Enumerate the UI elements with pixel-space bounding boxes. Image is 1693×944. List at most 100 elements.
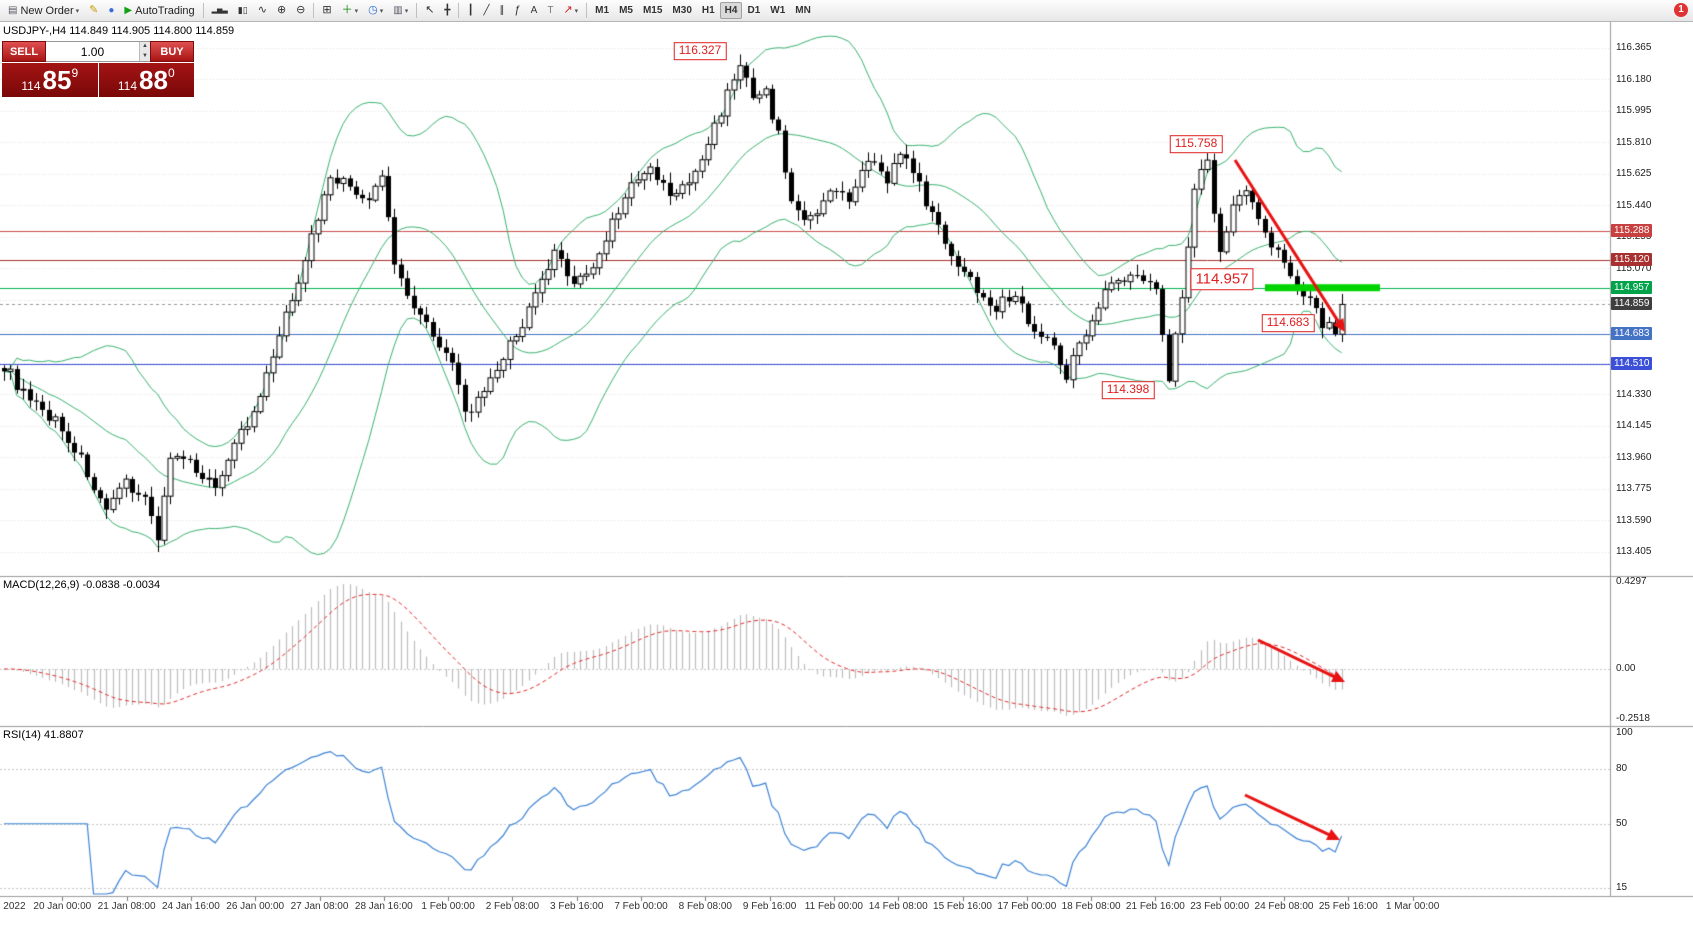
equidistant-channel-button[interactable]: ∥: [496, 1, 509, 20]
fibo-icon: ƒ: [514, 4, 521, 16]
main-toolbar: ▤ New Order ▾ ✎ ● ▶ AutoTrading ▂▅▃ ▮▯ ∿ ⊕ ⊖ ⊞ ＋ ▾ ◷ ▾ ▥ ▾…: [0, 0, 1693, 22]
rsi-indicator-label: RSI(14) 41.8807: [3, 729, 84, 741]
price-annotation[interactable]: 116.327: [673, 42, 727, 60]
fibonacci-retracement-button[interactable]: ƒ: [511, 1, 525, 20]
text-button[interactable]: A: [527, 1, 542, 20]
vertical-line-button[interactable]: ┃: [463, 1, 477, 20]
candlestick-mode-button[interactable]: ▮▯: [234, 1, 252, 20]
volume-spinner: ▲ ▼: [138, 42, 150, 61]
textT-icon: T: [547, 5, 554, 16]
cursor-button[interactable]: ↖: [421, 1, 438, 20]
trendline-button[interactable]: ╱: [479, 1, 493, 20]
notification-badge[interactable]: 1: [1674, 3, 1688, 17]
time-axis-label: 1 Mar 00:00: [1385, 901, 1440, 912]
price-annotation[interactable]: 114.683: [1261, 314, 1315, 332]
macd-indicator-label: MACD(12,26,9) -0.0838 -0.0034: [3, 579, 161, 591]
timeframe-h4-button[interactable]: H4: [719, 2, 743, 19]
zoom-out-button[interactable]: ⊖: [292, 1, 309, 20]
caret-down-icon: ▾: [379, 7, 384, 15]
time-axis-label: 14 Feb 08:00: [868, 901, 928, 912]
toolbar-separator: [202, 3, 204, 18]
rsi-axis-label: 100: [1616, 727, 1633, 738]
timeframe-h1-button[interactable]: H1: [701, 5, 715, 16]
price-axis-tick: 115.070: [1616, 262, 1652, 274]
toolbar-items: ▤ New Order ▾ ✎ ● ▶ AutoTrading ▂▅▃ ▮▯ ∿ ⊕ ⊖ ⊞ ＋ ▾ ◷ ▾ ▥ ▾…: [3, 0, 816, 21]
price-axis-tick: 116.365: [1616, 42, 1652, 53]
time-axis-label: 17 Feb 00:00: [997, 901, 1057, 912]
sell-price-big: 85: [42, 65, 72, 95]
buy-button[interactable]: BUY: [150, 41, 194, 62]
arrow-red-icon: ↗: [563, 4, 573, 16]
price-badge: 115.120: [1611, 252, 1653, 266]
time-axis-label: 2 Feb 08:00: [485, 901, 540, 912]
toolbar-separator: [416, 3, 418, 18]
crosshair-icon: ╋: [444, 5, 451, 16]
periods-button[interactable]: ◷ ▾: [364, 1, 387, 20]
chart-plus-icon: ▤: [8, 5, 18, 16]
price-axis[interactable]: 116.365 116.180 115.995 115.810 115.625 115.4…: [1611, 21, 1693, 896]
time-axis[interactable]: 20 Jan 2022 20 Jan 00:00 21 Jan 08:00 24 Ja…: [0, 897, 1610, 923]
macd-axis-label: -0.2518: [1616, 713, 1650, 724]
volume-field: ▲ ▼: [46, 41, 150, 62]
time-axis-label: 27 Jan 08:00: [290, 901, 349, 912]
timeframe-m15-button[interactable]: M15: [642, 5, 663, 16]
price-annotation[interactable]: 115.758: [1169, 135, 1223, 153]
time-axis-label: 1 Feb 00:00: [421, 901, 475, 912]
macd-axis-label: 0.4297: [1616, 576, 1647, 587]
timeframe-w1-button[interactable]: W1: [770, 5, 786, 16]
price-axis-tick: 115.440: [1616, 199, 1652, 211]
line-chart-mode-button[interactable]: ∿: [254, 1, 271, 20]
templates-button[interactable]: ▥ ▾: [389, 1, 412, 20]
template-icon: ▥: [393, 5, 403, 16]
price-annotation[interactable]: 114.957: [1190, 268, 1254, 290]
bar-chart-mode-button[interactable]: ▂▅▃: [208, 1, 232, 20]
pencil-icon: ✎: [89, 4, 99, 16]
timeframe-m30-button[interactable]: M30: [672, 5, 692, 16]
indicators-button[interactable]: ＋ ▾: [338, 1, 363, 20]
price-axis-tick: 114.145: [1616, 420, 1652, 431]
market-watch-button[interactable]: ●: [104, 1, 118, 20]
caret-down-icon: ▾: [574, 7, 579, 15]
volume-input[interactable]: [46, 42, 139, 61]
autotrading-label: AutoTrading: [135, 4, 195, 17]
time-axis-label: 21 Jan 08:00: [97, 901, 156, 912]
time-axis-label: 15 Feb 16:00: [933, 901, 992, 912]
timeframe-m1-button[interactable]: M1: [595, 5, 610, 16]
volume-increase-button[interactable]: ▲: [138, 42, 150, 52]
time-axis-label: 28 Jan 16:00: [354, 901, 413, 912]
cursor-icon: ↖: [425, 4, 435, 16]
zoom-in-button[interactable]: ⊕: [273, 1, 290, 20]
text-label-button[interactable]: T: [543, 1, 557, 20]
autotrading-button[interactable]: ▶ AutoTrading: [120, 1, 198, 20]
timeframe-d1-button[interactable]: D1: [747, 5, 761, 16]
price-axis-tick: 114.330: [1616, 388, 1652, 400]
tile-windows-button[interactable]: ⊞: [318, 1, 335, 20]
timeframe-mn-button[interactable]: MN: [795, 5, 811, 16]
sell-button[interactable]: SELL: [2, 41, 46, 62]
sell-price-display: 114 85 9: [2, 63, 98, 97]
time-axis-label: 24 Feb 08:00: [1254, 901, 1314, 912]
textA-icon: A: [530, 5, 538, 16]
volume-decrease-button[interactable]: ▼: [138, 51, 150, 61]
macd-axis-label: 0.00: [1616, 663, 1636, 674]
vline-icon: ┃: [467, 5, 474, 16]
price-annotation[interactable]: 114.398: [1101, 381, 1155, 399]
zoom-out-icon: ⊖: [296, 4, 306, 16]
new-order-button[interactable]: ▤ New Order ▾: [4, 1, 83, 20]
time-axis-label: 11 Feb 00:00: [804, 901, 863, 912]
time-axis-label: 25 Feb 16:00: [1318, 901, 1378, 912]
time-axis-label: 9 Feb 16:00: [742, 901, 797, 912]
timeframe-m5-button[interactable]: M5: [619, 5, 633, 16]
bars-icon: ▂▅▃: [211, 7, 228, 14]
metaeditor-button[interactable]: ✎: [85, 1, 102, 20]
line-icon: ∿: [257, 4, 267, 16]
crosshair-button[interactable]: ╋: [440, 1, 454, 20]
buy-price-display: 114 88 0: [98, 63, 194, 97]
price-axis-tick: 113.405: [1616, 546, 1652, 557]
play-icon: ▶: [124, 5, 133, 16]
toolbar-separator: [586, 3, 588, 18]
arrows-button[interactable]: ↗ ▾: [559, 1, 582, 20]
